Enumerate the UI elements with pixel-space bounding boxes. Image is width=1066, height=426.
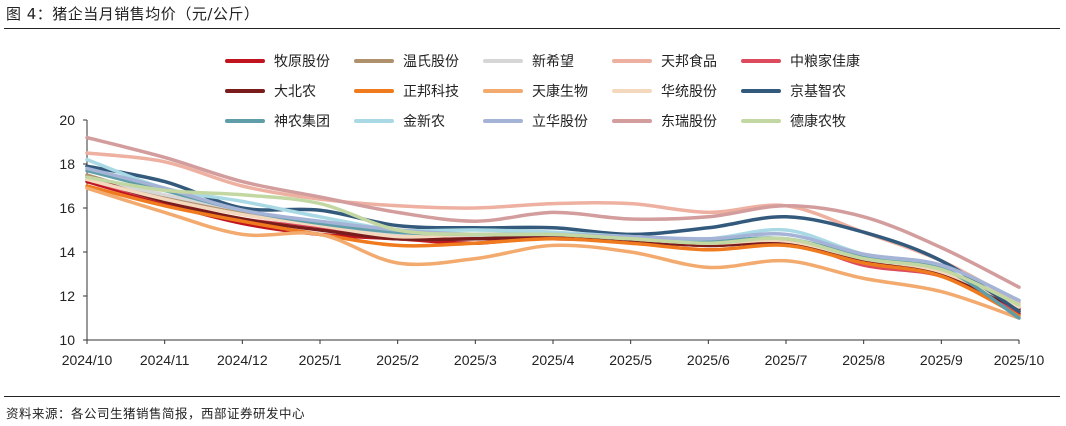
legend-label: 中粮家佳康 [790, 53, 860, 70]
y-tick-label: 20 [59, 112, 75, 128]
legend-item-12: 立华股份 [483, 114, 588, 130]
x-tick-label: 2025/8 [842, 352, 885, 368]
legend-label: 京基智农 [790, 83, 846, 100]
legend-label: 正邦科技 [403, 84, 459, 100]
series-line-13 [85, 135, 1021, 289]
x-tick-label: 2025/6 [687, 352, 730, 368]
x-tick-label: 2024/10 [62, 352, 113, 368]
legend-label: 金新农 [403, 114, 445, 130]
legend-label: 德康农牧 [790, 113, 846, 130]
legend-item-14: 德康农牧 [741, 113, 846, 130]
legend-label: 立华股份 [532, 114, 588, 130]
chart-series [85, 135, 1021, 320]
legend-label: 大北农 [274, 84, 316, 100]
series-line-6 [85, 184, 1021, 318]
source-rule [4, 396, 1060, 397]
legend-item-5: 大北农 [225, 84, 316, 100]
series-line-0 [85, 179, 1021, 316]
x-tick-label: 2025/1 [299, 352, 342, 368]
legend-item-0: 牧原股份 [225, 54, 330, 70]
source-note: 资料来源：各公司生猪销售简报，西部证券研发中心 [6, 406, 306, 421]
legend-item-4: 中粮家佳康 [741, 53, 860, 70]
x-tick-label: 2025/2 [376, 352, 419, 368]
legend-label: 新希望 [532, 54, 574, 70]
series-line-14 [85, 175, 1021, 307]
series-line-9 [85, 164, 1021, 314]
legend-item-6: 正邦科技 [354, 84, 459, 100]
legend-label: 牧原股份 [274, 54, 330, 70]
y-tick-label: 16 [59, 200, 75, 216]
legend-item-10: 神农集团 [225, 113, 330, 130]
title-rule [4, 28, 1060, 29]
x-tick-label: 2025/7 [765, 352, 808, 368]
x-tick-label: 2025/4 [532, 352, 575, 368]
legend-item-8: 华统股份 [612, 84, 717, 100]
x-tick-label: 2025/9 [920, 352, 963, 368]
legend-label: 神农集团 [274, 113, 330, 130]
legend-label: 温氏股份 [403, 54, 459, 70]
legend-label: 天邦食品 [661, 53, 717, 70]
y-tick-label: 18 [59, 156, 75, 172]
x-tick-label: 2025/3 [454, 352, 497, 368]
chart-axes: 10 12 14 16 18 20 2024/10 2024/11 2024/12 2025/1 2… [59, 112, 1044, 368]
x-tick-label: 2025/5 [609, 352, 652, 368]
x-tick-label: 2024/12 [217, 352, 268, 368]
legend-item-13: 东瑞股份 [612, 114, 717, 130]
series-line-5 [85, 175, 1021, 311]
series-line-7 [85, 186, 1021, 320]
legend-label: 天康生物 [532, 83, 588, 100]
legend-label: 华统股份 [661, 84, 717, 100]
legend-item-1: 温氏股份 [354, 54, 459, 70]
legend-item-11: 金新农 [354, 114, 445, 130]
y-tick-label: 10 [59, 332, 75, 348]
legend-item-2: 新希望 [483, 54, 574, 70]
legend-item-7: 天康生物 [483, 83, 588, 100]
legend-item-9: 京基智农 [741, 83, 846, 100]
legend-label: 东瑞股份 [661, 114, 717, 130]
x-tick-label: 2024/11 [140, 352, 190, 368]
x-tick-label: 2025/10 [994, 352, 1045, 368]
y-tick-label: 14 [59, 244, 75, 260]
figure-title: 图 4：猪企当月销售均价（元/公斤） [6, 5, 260, 23]
legend-item-3: 天邦食品 [612, 53, 717, 70]
y-tick-label: 12 [59, 288, 75, 304]
series-line-2 [85, 175, 1021, 311]
